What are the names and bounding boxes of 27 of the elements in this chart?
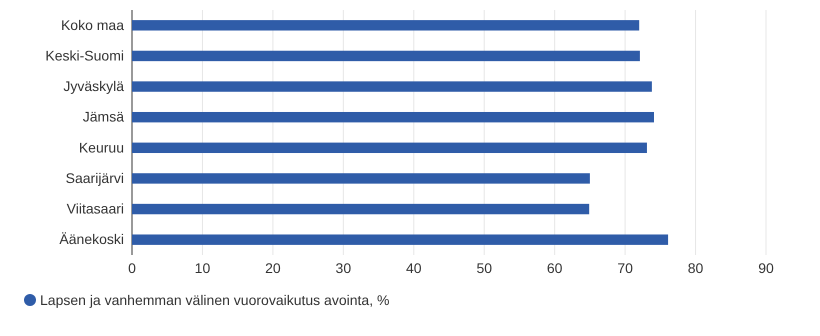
bar [132, 81, 652, 92]
x-tick-label: 90 [758, 260, 774, 276]
y-tick-label: Äänekoski [59, 231, 124, 248]
x-tick-label: 60 [546, 260, 563, 276]
y-tick-label: Viitasaari [66, 200, 124, 217]
x-tick-label: 0 [128, 260, 136, 276]
y-tick-label: Keski-Suomi [45, 47, 124, 64]
bar [132, 204, 590, 214]
bar [132, 173, 590, 184]
bar [132, 142, 647, 154]
y-tick-label: Jämsä [82, 108, 124, 125]
x-tick-label: 50 [476, 260, 492, 276]
x-tick-label: 80 [688, 260, 704, 276]
y-tick-label: Koko maa [60, 16, 124, 33]
bar [132, 20, 640, 31]
x-tick-label: 70 [617, 260, 634, 276]
y-tick-label: Saarijärvi [66, 170, 124, 186]
x-tick-label: 20 [265, 260, 281, 276]
bar [132, 234, 668, 245]
x-tick-label: 40 [406, 260, 422, 276]
y-tick-label: Keuruu [78, 139, 124, 156]
x-tick-label: 30 [336, 260, 352, 276]
legend-label: Lapsen ja vanhemman välinen vuorovaikutus avointa, % [40, 292, 390, 308]
y-tick-label: Jyväskylä [63, 78, 124, 94]
bar [132, 112, 654, 122]
x-tick-label: 10 [194, 260, 210, 276]
bar [132, 50, 640, 62]
